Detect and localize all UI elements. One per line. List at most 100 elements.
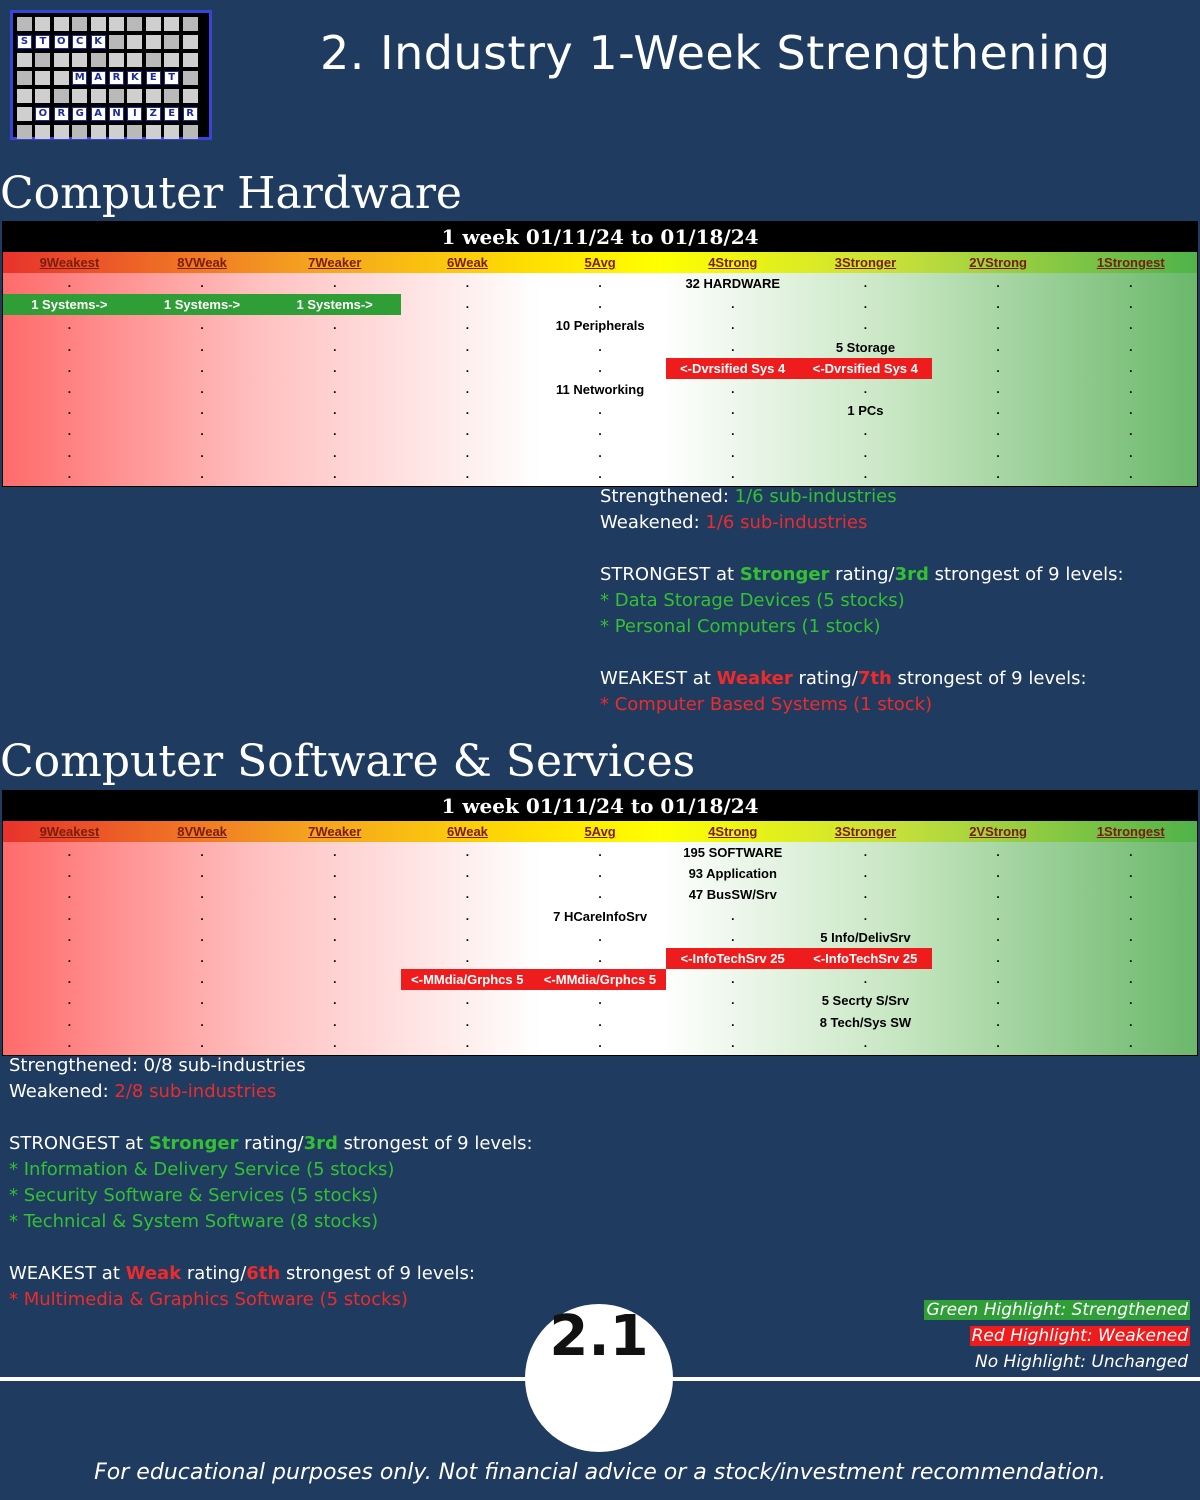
logo-tile [182, 125, 198, 139]
logo-tile [53, 71, 69, 85]
logo-tile [109, 89, 124, 103]
empty-cell-dot: . [67, 339, 72, 354]
empty-cell-dot: . [1129, 1035, 1133, 1050]
empty-cell-dot: . [1129, 466, 1133, 481]
sub-industry-label: 5 Secrty S/Srv [821, 993, 910, 1009]
empty-cell-dot: . [465, 908, 470, 923]
logo-letter: K [90, 35, 106, 49]
empty-cell-dot: . [200, 908, 204, 923]
empty-cell-dot: . [465, 297, 470, 312]
empty-cell-dot: . [465, 445, 470, 460]
logo-tile [35, 53, 51, 67]
empty-cell-dot: . [465, 276, 470, 290]
hardware-chart: 1 week 01/11/24 to 01/18/24 9Weakest 8VWe… [2, 221, 1198, 487]
empty-cell-dot: . [333, 360, 337, 375]
empty-cell-dot: . [1129, 445, 1133, 460]
empty-cell-dot: . [200, 360, 204, 375]
level-label: 7Weaker [308, 824, 362, 839]
legend-red: Red Highlight: Weakened [969, 1326, 1190, 1346]
strongest-rating: Stronger [739, 564, 830, 585]
logo-letter: S [17, 35, 32, 49]
empty-cell-dot: . [333, 339, 337, 354]
strongest-prefix: STRONGEST at [9, 1133, 149, 1154]
logo-letter: T [164, 71, 180, 85]
empty-cell-dot: . [996, 339, 1000, 354]
empty-cell-dot: . [465, 993, 470, 1008]
empty-cell-dot: . [200, 382, 204, 396]
empty-cell-dot: . [598, 993, 602, 1008]
logo-letter: R [53, 107, 69, 121]
empty-cell-dot: . [996, 382, 1000, 396]
strengthened-value: 1/6 sub-industries [734, 486, 897, 507]
level-label: 6Weak [446, 824, 488, 839]
hardware-weakest-item: * Computer Based Systems (1 stock) [600, 694, 933, 715]
empty-cell-dot: . [731, 972, 735, 987]
empty-cell-dot: . [333, 445, 337, 460]
level-label: 8VWeak [177, 824, 227, 839]
level-label: 3Stronger [834, 255, 897, 270]
empty-cell-dot: . [1129, 866, 1133, 881]
hardware-level-header: 9Weakest 8VWeak 7Weaker 6Weak 5Avg 4Strong 3St… [3, 252, 1197, 273]
empty-cell-dot: . [996, 845, 1000, 859]
empty-cell-dot: . [598, 951, 602, 965]
strongest-mid: rating/ [238, 1133, 304, 1154]
logo-tile [145, 17, 161, 31]
empty-cell-dot: . [863, 445, 868, 460]
empty-cell-dot: . [67, 318, 72, 333]
weakened-value: 1/6 sub-industries [705, 512, 868, 533]
highlight-cell: <-Dvrsified Sys 4 [812, 360, 918, 376]
logo-tile [72, 17, 88, 31]
weakest-prefix: WEAKEST at [600, 668, 717, 689]
empty-cell-dot: . [1129, 993, 1133, 1008]
empty-cell-dot: . [1129, 382, 1133, 396]
empty-cell-dot: . [1129, 339, 1133, 354]
level-label: 9Weakest [39, 824, 100, 839]
empty-cell-dot: . [996, 887, 1000, 902]
empty-cell-dot: . [1129, 297, 1133, 312]
logo-tile [90, 125, 106, 139]
level-label: 4Strong [708, 824, 758, 839]
empty-cell-dot: . [333, 845, 337, 859]
weakest-prefix: WEAKEST at [9, 1263, 126, 1284]
weakened-label: Weakened: [9, 1081, 115, 1102]
weakest-mid: rating/ [181, 1263, 247, 1284]
hardware-strongest-item: * Personal Computers (1 stock) [600, 616, 881, 637]
logo-tile [127, 89, 143, 103]
logo-tile [35, 125, 51, 139]
empty-cell-dot: . [465, 403, 470, 418]
empty-cell-dot: . [1129, 1014, 1133, 1029]
level-label: 5Avg [584, 255, 616, 270]
logo-tile [182, 89, 198, 103]
empty-cell-dot: . [1129, 318, 1133, 333]
empty-cell-dot: . [731, 445, 735, 460]
empty-cell-dot: . [863, 887, 868, 902]
empty-cell-dot: . [465, 466, 470, 481]
empty-cell-dot: . [996, 951, 1000, 965]
empty-cell-dot: . [67, 866, 72, 881]
logo-tile [53, 125, 69, 139]
empty-cell-dot: . [996, 445, 1000, 460]
hardware-grid: ........................................… [3, 273, 1197, 486]
empty-cell-dot: . [863, 276, 868, 290]
empty-cell-dot: . [333, 382, 337, 396]
empty-cell-dot: . [598, 1035, 602, 1050]
empty-cell-dot: . [200, 887, 204, 902]
empty-cell-dot: . [67, 403, 72, 418]
software-strongest-item: * Information & Delivery Service (5 stoc… [9, 1159, 395, 1180]
empty-cell-dot: . [200, 866, 204, 881]
logo-letter: Z [145, 107, 161, 121]
empty-cell-dot: . [67, 887, 72, 902]
weakened-value: 2/8 sub-industries [114, 1081, 277, 1102]
logo-tile [17, 17, 32, 31]
level-label: 9Weakest [39, 255, 100, 270]
weakest-mid: rating/ [792, 668, 858, 689]
empty-cell-dot: . [200, 318, 204, 333]
weakened-highlight: <-InfoTechSrv 25 <-InfoTechSrv 25 [666, 948, 932, 969]
empty-cell-dot: . [731, 318, 735, 333]
empty-cell-dot: . [200, 929, 204, 944]
empty-cell-dot: . [598, 929, 602, 944]
strengthened-label: Strengthened: [600, 486, 735, 507]
logo-letter: M [72, 71, 88, 85]
empty-cell-dot: . [996, 929, 1000, 944]
empty-cell-dot: . [996, 403, 1000, 418]
